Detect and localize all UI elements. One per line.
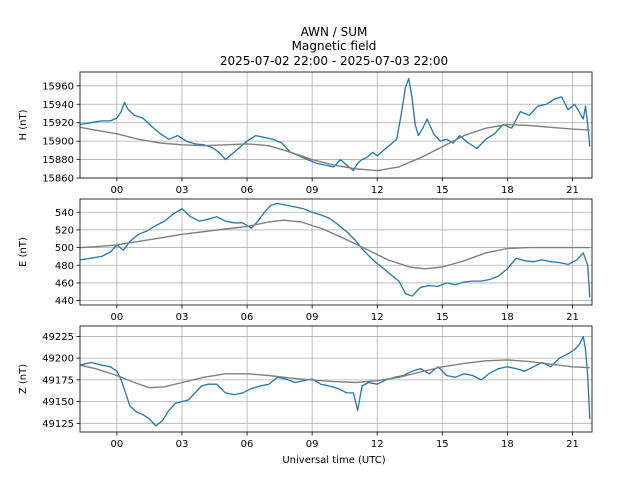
x-axis-label: Universal time (UTC): [282, 455, 385, 466]
e-axes-frame: [79, 198, 593, 306]
h-y-tick-label-1: 15880: [42, 155, 74, 166]
e-series-measured: [80, 202, 591, 298]
e-x-tick-label-7: 21: [566, 312, 579, 323]
e-x-tick-label-2: 06: [241, 312, 254, 323]
h-y-tick-label-4: 15940: [42, 100, 74, 111]
z-series-measured: [80, 335, 591, 427]
e-y-tick-label-3: 500: [55, 243, 74, 254]
z-x-tick-label-7: 21: [566, 439, 579, 450]
e-y-tick-label-0: 440: [55, 296, 74, 307]
z-x-tick-label-4: 12: [371, 439, 384, 450]
h-component-panel: 00 03 06 09 12 15 18 21 15860 15880 15900 15920 1594…: [18, 71, 593, 196]
h-x-tick-label-5: 15: [436, 185, 449, 196]
h-series-measured: [80, 77, 591, 172]
z-y-tick-label-1: 49150: [42, 397, 74, 408]
z-series-baseline: [80, 359, 590, 389]
h-y-tick-label-3: 15920: [42, 118, 74, 129]
h-y-axis-label: H (nT): [18, 109, 29, 140]
e-x-tick-label-4: 12: [371, 312, 384, 323]
h-y-tick-label-2: 15900: [42, 137, 74, 148]
z-x-tick-label-3: 09: [306, 439, 319, 450]
e-x-tick-label-1: 03: [176, 312, 189, 323]
z-x-tick-label-2: 06: [241, 439, 254, 450]
h-y-tick-label-5: 15960: [42, 81, 74, 92]
h-x-tick-label-3: 09: [306, 185, 319, 196]
h-x-tick-label-0: 00: [111, 185, 124, 196]
z-y-tick-label-4: 49225: [42, 332, 74, 343]
z-component-panel: 00 03 06 09 12 15 18 21 49125 49150 49175 49200 4922…: [18, 325, 593, 450]
h-axes-frame: [79, 71, 593, 179]
e-y-tick-label-4: 520: [55, 225, 74, 236]
z-x-tick-label-1: 03: [176, 439, 189, 450]
h-x-tick-label-1: 03: [176, 185, 189, 196]
figure-title-line-2: Magnetic field: [292, 39, 377, 53]
z-y-tick-label-3: 49200: [42, 354, 74, 365]
z-x-tick-label-6: 18: [501, 439, 514, 450]
z-y-axis-label: Z (nT): [18, 364, 29, 394]
z-x-tick-label-0: 00: [111, 439, 124, 450]
e-y-axis-label: E (nT): [18, 237, 29, 267]
h-x-tick-label-7: 21: [566, 185, 579, 196]
e-y-tick-label-2: 480: [55, 261, 74, 272]
h-x-tick-label-6: 18: [501, 185, 514, 196]
e-x-tick-label-0: 00: [111, 312, 124, 323]
z-x-tick-label-5: 15: [436, 439, 449, 450]
h-x-tick-label-4: 12: [371, 185, 384, 196]
e-x-tick-label-3: 09: [306, 312, 319, 323]
z-axes-frame: [79, 325, 593, 433]
e-y-tick-label-5: 540: [55, 208, 74, 219]
e-series-baseline: [80, 219, 590, 270]
z-y-tick-label-2: 49175: [42, 375, 74, 386]
figure-title-line-1: AWN / SUM: [301, 25, 368, 39]
h-x-tick-label-2: 06: [241, 185, 254, 196]
h-series-baseline: [80, 123, 590, 172]
e-component-panel: 00 03 06 09 12 15 18 21 440 460 480 500 520 540 E (nT): [18, 198, 593, 323]
e-x-tick-label-6: 18: [501, 312, 514, 323]
figure-title-line-3: 2025-07-02 22:00 - 2025-07-03 22:00: [220, 54, 448, 68]
h-y-tick-label-0: 15860: [42, 174, 74, 185]
e-x-tick-label-5: 15: [436, 312, 449, 323]
z-y-tick-label-0: 49125: [42, 419, 74, 430]
e-y-tick-label-1: 460: [55, 278, 74, 289]
